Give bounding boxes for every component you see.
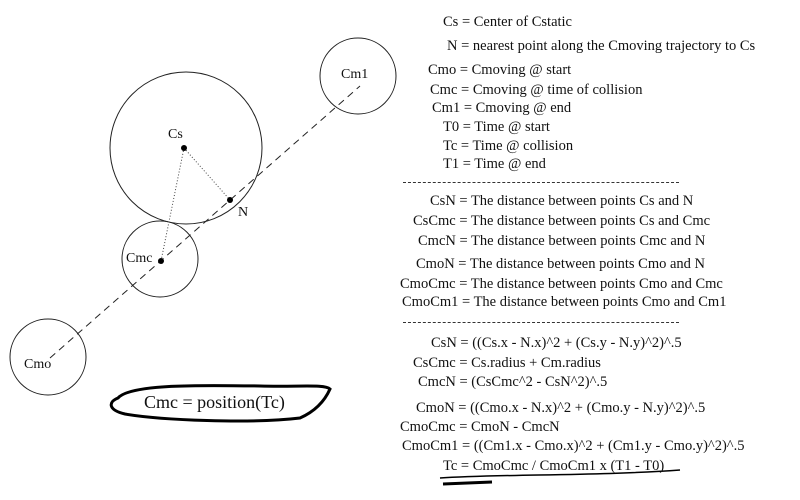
distance-definition: CmoCmc = The distance between points Cmo… xyxy=(400,276,723,292)
formula: CmoN = ((Cmo.x - N.x)^2 + (Cmo.y - N.y)^… xyxy=(416,400,706,416)
distance-definition: CmoN = The distance between points Cmo a… xyxy=(416,256,706,272)
label-n: N xyxy=(238,205,249,220)
definition: T0 = Time @ start xyxy=(443,119,550,135)
formula: CmoCmc = CmoN - CmcN xyxy=(400,419,560,435)
label-cmo: Cmo xyxy=(24,357,52,372)
formula-result: Tc = CmoCmc / CmoCm1 x (T1 - T0) xyxy=(443,458,665,474)
definition: Cmc = Cmoving @ time of collision xyxy=(430,82,643,98)
cs-point xyxy=(181,145,187,151)
collision-circle xyxy=(121,220,199,298)
cs-n-dotted-line xyxy=(183,147,231,201)
formula: CsCmc = Cs.radius + Cm.radius xyxy=(413,355,601,371)
definition: N = nearest point along the Cmoving traj… xyxy=(447,38,756,54)
separator xyxy=(403,322,679,323)
cs-cmc-dotted-line xyxy=(160,147,185,262)
definition: Cm1 = Cmoving @ end xyxy=(432,100,572,116)
distance-definition: CmcN = The distance between points Cmc a… xyxy=(418,233,706,249)
label-cm1: Cm1 xyxy=(341,67,369,82)
static-circle xyxy=(109,71,263,225)
start-circle xyxy=(9,318,87,396)
formula: CmoCm1 = ((Cm1.x - Cmo.x)^2 + (Cm1.y - C… xyxy=(402,438,745,454)
n-point xyxy=(227,197,233,203)
cmc-point xyxy=(158,258,164,264)
label-cmc: Cmc xyxy=(126,251,153,266)
formula-underline-short xyxy=(442,480,493,486)
end-circle xyxy=(319,37,397,115)
separator xyxy=(403,182,679,183)
distance-definition: CsCmc = The distance between points Cs a… xyxy=(413,213,711,229)
label-cs: Cs xyxy=(168,127,183,142)
formula: CsN = ((Cs.x - N.x)^2 + (Cs.y - N.y)^2)^… xyxy=(431,335,682,351)
formula-underline xyxy=(439,469,681,479)
definition: Cmo = Cmoving @ start xyxy=(428,62,572,78)
definition: Cs = Center of Cstatic xyxy=(443,14,572,30)
formula: CmcN = (CsCmc^2 - CsN^2)^.5 xyxy=(418,374,608,390)
distance-definition: CmoCm1 = The distance between points Cmo… xyxy=(402,294,727,310)
distance-definition: CsN = The distance between points Cs and… xyxy=(430,193,694,209)
callout-text: Cmc = position(Tc) xyxy=(144,392,285,412)
callout-outline xyxy=(109,383,332,423)
definition: T1 = Time @ end xyxy=(443,156,546,172)
definition: Tc = Time @ collision xyxy=(443,138,574,154)
